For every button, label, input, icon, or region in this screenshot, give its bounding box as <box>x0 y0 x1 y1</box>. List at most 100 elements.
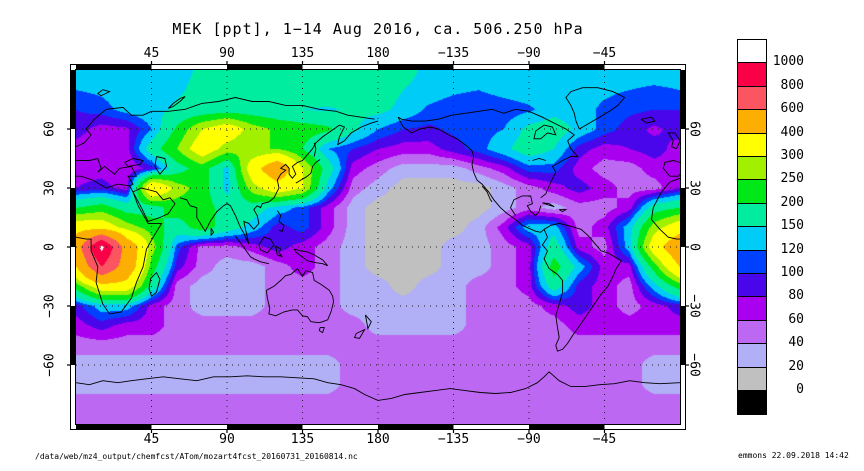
frame-checker <box>302 424 378 429</box>
coastline <box>76 157 138 189</box>
coastline <box>533 124 557 140</box>
coastline <box>662 160 681 177</box>
lat-tick-label: −30 <box>686 294 702 318</box>
colorbar-level-label: 400 <box>780 124 804 140</box>
frame-corner <box>71 65 76 70</box>
frame-inner <box>75 69 681 425</box>
lon-tick-label: 45 <box>143 46 160 61</box>
coastline <box>558 209 568 213</box>
coastline <box>532 158 546 161</box>
coastline <box>481 185 493 203</box>
lon-tick-label: 90 <box>219 432 235 447</box>
frame-checker <box>680 247 685 306</box>
colorbar-swatch <box>737 343 767 369</box>
lat-tick-label: 0 <box>686 243 702 251</box>
frame-checker <box>151 65 227 70</box>
coastline <box>167 96 186 109</box>
coastline <box>293 248 329 267</box>
frame-checker <box>227 65 303 70</box>
colorbar-level-label: 300 <box>780 148 804 163</box>
coastline <box>541 222 622 352</box>
colorbar-swatch <box>737 273 767 298</box>
coastline <box>397 108 579 199</box>
coastline <box>75 97 375 148</box>
coastline <box>265 267 334 324</box>
lon-tick-label: 180 <box>366 46 390 61</box>
frame-corner <box>680 65 685 70</box>
frame-checker <box>529 424 605 429</box>
frame-checker <box>680 188 685 247</box>
lat-tick-label: 0 <box>42 243 58 251</box>
lon-tick-label: 135 <box>290 46 315 61</box>
colorbar-swatch <box>737 132 767 158</box>
colorbar-level-label: 150 <box>780 218 804 234</box>
colorbar-level-label: 40 <box>788 335 804 351</box>
frame-checker <box>378 424 454 429</box>
colorbar-swatch <box>737 109 767 135</box>
colorbar-swatch <box>737 85 767 111</box>
lat-tick-label: 30 <box>42 180 58 196</box>
colorbar-swatch <box>737 319 767 345</box>
colorbar-swatch <box>737 156 767 181</box>
colorbar-swatch <box>737 202 767 228</box>
coastline <box>132 187 176 222</box>
coastline <box>275 245 283 258</box>
frame-checker <box>71 188 76 247</box>
frame-checker <box>680 365 685 424</box>
colorbar-swatch <box>737 226 767 252</box>
colorbar-swatch <box>737 390 767 415</box>
coastline <box>258 236 275 254</box>
coastline <box>148 271 161 297</box>
coastline <box>565 87 626 130</box>
frame-checker <box>453 424 529 429</box>
coastline <box>97 89 111 97</box>
coastline <box>295 159 321 184</box>
source-path: /data/web/mz4_output/chemfcst/ATom/mozar… <box>35 452 358 461</box>
user-timestamp: emmons 22.09.2018 14:42 <box>738 451 849 460</box>
coastline <box>124 158 144 167</box>
lon-tick-label: −90 <box>517 432 541 447</box>
plot-title: MEK [ppt], 1−14 Aug 2016, ca. 506.250 hP… <box>172 20 584 38</box>
colorbar-swatch <box>737 62 767 88</box>
lon-tick-label: 45 <box>143 432 160 447</box>
coastline <box>353 328 366 339</box>
colorbar-level-label: 1000 <box>772 54 804 70</box>
colorbar-swatch <box>737 249 767 275</box>
frame-checker <box>453 65 529 70</box>
frame-checker <box>71 365 76 424</box>
frame-checker <box>71 129 76 188</box>
frame-checker <box>71 306 76 365</box>
frame-checker <box>680 306 685 365</box>
coastline <box>397 116 545 233</box>
frame-corner <box>71 424 76 429</box>
lat-tick-label: −30 <box>42 294 58 318</box>
lat-tick-label: −60 <box>686 353 702 377</box>
coastline <box>640 116 656 124</box>
coastline <box>667 132 681 150</box>
coastline <box>75 371 681 401</box>
lon-tick-label: 90 <box>219 46 235 61</box>
colorbar-level-label: 0 <box>796 382 804 397</box>
coastline <box>313 142 317 157</box>
colorbar-level-label: 80 <box>788 288 804 304</box>
frame-checker <box>604 424 680 429</box>
lon-tick-label: 135 <box>290 432 315 447</box>
colorbar-level-label: 250 <box>780 171 804 187</box>
coastline <box>318 327 325 334</box>
colorbar-level-label: 200 <box>780 194 804 210</box>
frame-checker <box>680 129 685 188</box>
frame-checker <box>604 65 680 70</box>
frame-checker <box>529 65 605 70</box>
lon-tick-label: −135 <box>437 46 470 61</box>
lat-tick-label: 60 <box>42 121 58 137</box>
colorbar-level-label: 60 <box>788 311 804 327</box>
frame-checker <box>302 65 378 70</box>
coastline <box>509 195 542 217</box>
frame-checker <box>71 70 76 129</box>
coastline <box>154 156 168 175</box>
colorbar-swatch <box>737 366 767 392</box>
frame-checker <box>378 65 454 70</box>
frame-corner <box>680 424 685 429</box>
coastline <box>276 210 285 232</box>
